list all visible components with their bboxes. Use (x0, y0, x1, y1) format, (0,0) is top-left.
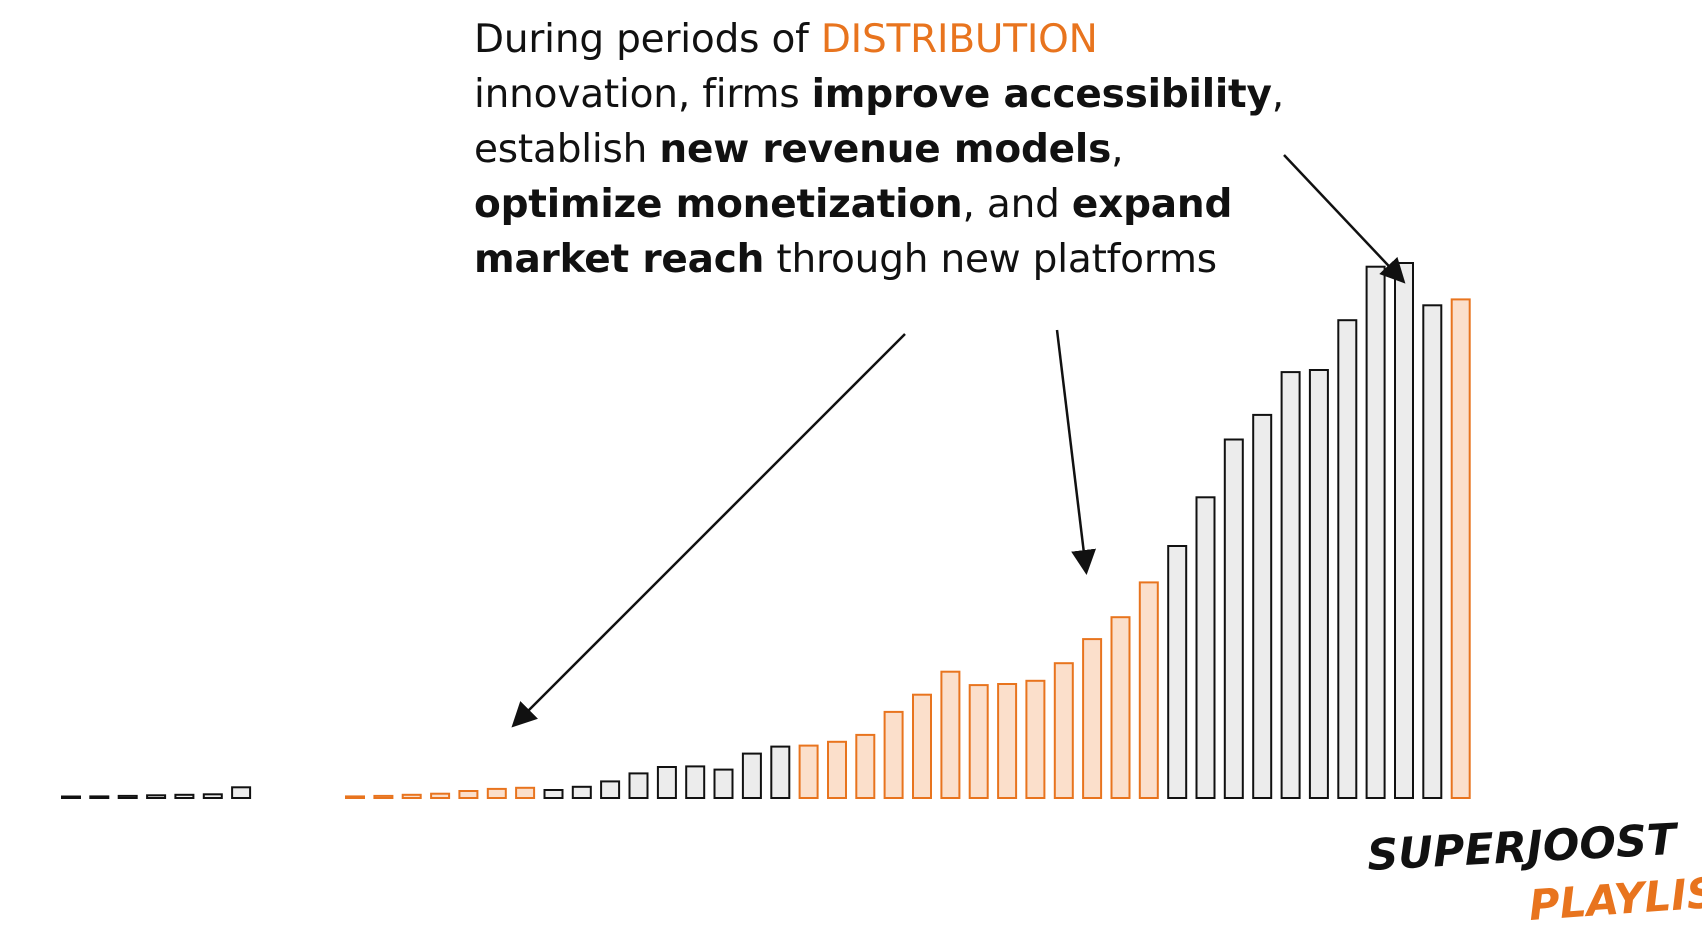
bar (713, 768, 734, 799)
superjoost-playlist-logo: SUPERJOOST PLAYLIST (1366, 818, 1702, 930)
annotation-line-5: market reach through new platforms (474, 232, 1374, 287)
bar (1422, 304, 1443, 799)
bar (61, 795, 81, 799)
bar (117, 794, 138, 800)
distribution-highlight: DISTRIBUTION (820, 17, 1098, 62)
bar-distribution (855, 733, 876, 800)
bar-distribution (827, 740, 847, 799)
bar (1394, 262, 1414, 799)
bar-distribution (1025, 679, 1046, 799)
bar-distribution (458, 790, 479, 799)
annotation-text-segment: , (1271, 72, 1284, 117)
logo-playlist-text: PLAYLIST (1527, 866, 1702, 930)
arrow-to-mid-distribution (1055, 329, 1097, 575)
bar (600, 780, 621, 800)
annotation-bold-segment: expand (1071, 182, 1233, 227)
bar (1223, 438, 1244, 799)
annotation-bold-segment: optimize monetization (474, 182, 963, 227)
bar (1252, 413, 1273, 799)
bar (741, 752, 762, 799)
bar (1167, 545, 1188, 799)
arrow-to-latest-distribution (1283, 154, 1406, 284)
annotation-arrows (511, 154, 1406, 728)
annotation-text-segment: establish (474, 127, 660, 172)
bar (1195, 496, 1216, 799)
bar-distribution (345, 795, 365, 800)
bar (685, 765, 706, 800)
annotation-bold-segment: new revenue models (659, 127, 1112, 172)
bar-distribution (1082, 638, 1103, 799)
bar-distribution (1053, 662, 1074, 800)
bar-distribution (1450, 298, 1471, 799)
bar-distribution (430, 792, 451, 800)
bar-distribution (883, 710, 904, 800)
bar (146, 794, 167, 799)
annotation-text-segment: , (1111, 127, 1124, 172)
bar (543, 789, 564, 799)
bar-distribution (373, 794, 394, 800)
annotation-text: During periods of DISTRIBUTION innovatio… (474, 12, 1374, 287)
annotation-line-3: establish new revenue models, (474, 122, 1374, 177)
bar (89, 795, 110, 800)
bar (770, 745, 791, 799)
bar-distribution (912, 693, 932, 800)
bar-distribution (997, 683, 1018, 799)
bar-distribution (486, 787, 507, 800)
bar (656, 766, 677, 799)
bar (1308, 369, 1329, 799)
annotation-bold-segment: market reach (474, 237, 765, 282)
bar-distribution (515, 786, 536, 799)
bar (1337, 319, 1358, 799)
bars-group (61, 262, 1471, 800)
annotation-line-2: innovation, firms improve accessibility, (474, 67, 1374, 122)
bar-distribution (1110, 616, 1131, 800)
annotation-text-segment: , and (962, 182, 1072, 227)
bar (1365, 265, 1386, 799)
annotation-line-4: optimize monetization, and expand (474, 177, 1374, 232)
annotation-bold-segment: improve accessibility (811, 72, 1272, 117)
annotation-text-segment: innovation, firms (474, 72, 812, 117)
bar-distribution (401, 793, 422, 799)
annotation-text-segment: through new platforms (764, 237, 1217, 282)
arrow-to-early-distribution (511, 333, 906, 728)
annotation-line-1: During periods of DISTRIBUTION (474, 12, 1374, 67)
bar-distribution (968, 684, 989, 799)
bar-distribution (940, 670, 961, 800)
bar-distribution (1138, 581, 1159, 800)
bar (628, 772, 649, 800)
annotation-text-segment: During periods of (474, 17, 821, 62)
logo-superjoost-text: SUPERJOOST (1366, 818, 1681, 881)
bar (1280, 371, 1301, 799)
bar (571, 785, 592, 799)
bar (202, 793, 223, 799)
bar (174, 793, 195, 799)
bar-distribution (798, 744, 819, 799)
bar (231, 786, 252, 799)
